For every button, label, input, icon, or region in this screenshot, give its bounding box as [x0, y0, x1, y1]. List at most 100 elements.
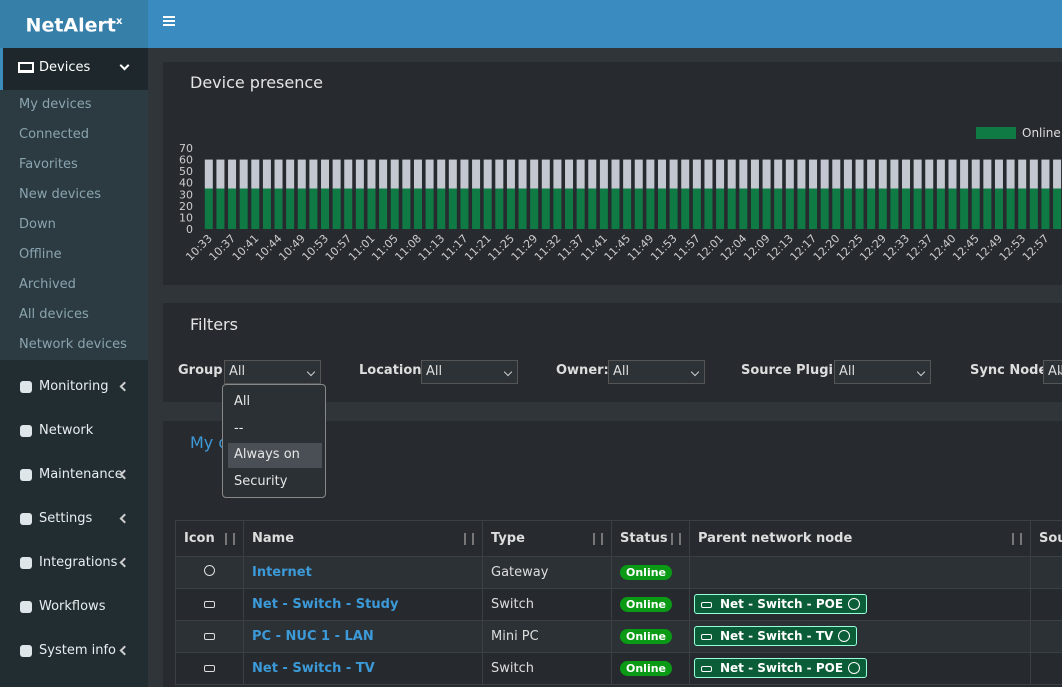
column-header[interactable]: Icon: [175, 520, 244, 557]
column-label: Status: [620, 531, 668, 546]
menu-icon: [20, 513, 32, 525]
logo[interactable]: NetAlertx: [0, 0, 148, 48]
column-header[interactable]: Name: [243, 520, 483, 557]
bar: [739, 159, 748, 189]
bar: [739, 188, 748, 229]
submenu-item[interactable]: All devices: [19, 307, 89, 322]
status-cell: Online: [611, 556, 690, 589]
legend-label: Online: [1022, 126, 1061, 140]
dropdown-option[interactable]: --: [234, 420, 244, 436]
bar: [727, 159, 736, 189]
sort-icon: [593, 533, 603, 545]
filter-label: Group:: [178, 363, 228, 378]
y-tick-label: 0: [186, 223, 193, 236]
menu-icon: [20, 469, 32, 481]
submenu-item[interactable]: Favorites: [19, 157, 78, 172]
filter-label: Location:: [359, 363, 427, 378]
device-name[interactable]: Net - Switch - TV: [252, 661, 375, 676]
bar: [809, 159, 818, 189]
plug-icon: [848, 598, 861, 610]
bar: [251, 188, 260, 229]
parent-badge[interactable]: Net - Switch - TV: [694, 626, 858, 646]
bar: [878, 159, 887, 189]
device-name[interactable]: PC - NUC 1 - LAN: [252, 629, 374, 644]
bar: [878, 188, 887, 229]
submenu-item[interactable]: Network devices: [19, 337, 127, 352]
submenu-item[interactable]: Connected: [19, 127, 90, 142]
menu-item[interactable]: Maintenance: [39, 467, 123, 482]
parent-badge[interactable]: Net - Switch - POE: [694, 594, 868, 614]
bar: [472, 159, 481, 189]
filter-select[interactable]: All: [1043, 360, 1062, 384]
menu-label: Devices: [39, 60, 91, 75]
devices-menu[interactable]: Devices: [0, 48, 148, 90]
bar: [530, 159, 539, 189]
bar: [634, 159, 643, 189]
type-cell: Switch: [482, 652, 612, 685]
filter-value: All: [613, 364, 630, 379]
parent-badge[interactable]: Net - Switch - POE: [694, 658, 868, 678]
dropdown-option[interactable]: Always on: [228, 443, 322, 468]
column-label: Source: [1039, 531, 1062, 546]
bar: [495, 159, 504, 189]
sort-icon: [464, 533, 474, 545]
column-header[interactable]: Parent network node: [689, 520, 1031, 557]
device-type: Mini PC: [491, 629, 539, 644]
submenu-item[interactable]: My devices: [19, 97, 92, 112]
bar: [553, 159, 562, 189]
device-name[interactable]: Net - Switch - Study: [252, 597, 399, 612]
column-header[interactable]: Status: [611, 520, 690, 557]
menu-item[interactable]: Monitoring: [39, 379, 109, 394]
bar: [309, 188, 318, 229]
bar: [809, 188, 818, 229]
menu-icon: [20, 381, 32, 393]
bar: [228, 188, 237, 229]
bar: [890, 159, 899, 189]
bar: [797, 188, 806, 229]
bar: [413, 188, 422, 229]
bar: [936, 188, 945, 229]
status-cell: Online: [611, 620, 690, 653]
bar: [611, 188, 620, 229]
bar: [820, 159, 829, 189]
bar: [1018, 188, 1027, 229]
bar: [402, 159, 411, 189]
status-badge: Online: [620, 629, 673, 644]
device-name[interactable]: Internet: [252, 565, 312, 580]
submenu-item[interactable]: New devices: [19, 187, 101, 202]
filter-select[interactable]: All: [224, 360, 321, 384]
menu-item[interactable]: Workflows: [39, 599, 106, 614]
column-label: Parent network node: [698, 531, 853, 546]
bar: [483, 159, 492, 189]
sort-icon: [671, 533, 681, 545]
menu-item[interactable]: Network: [39, 423, 94, 438]
filter-select[interactable]: All: [834, 360, 931, 384]
column-header[interactable]: Source: [1030, 520, 1062, 557]
menu-item[interactable]: Integrations: [39, 555, 118, 570]
column-header[interactable]: Type: [482, 520, 612, 557]
dropdown-option[interactable]: All: [234, 394, 251, 409]
bar: [541, 159, 550, 189]
sort-icon: [225, 533, 235, 545]
menu-icon: [20, 601, 32, 613]
menu-toggle[interactable]: [163, 16, 175, 18]
menu-item[interactable]: System info: [39, 643, 116, 658]
bar: [855, 188, 864, 229]
type-cell: Gateway: [482, 556, 612, 589]
dropdown-option[interactable]: Security: [234, 473, 288, 489]
bar: [355, 159, 364, 189]
filter-select[interactable]: All: [608, 360, 705, 384]
bar: [460, 188, 469, 229]
submenu-item[interactable]: Down: [19, 217, 56, 232]
bar: [1018, 159, 1027, 189]
filter-value: All: [229, 364, 246, 379]
menu-item[interactable]: Settings: [39, 511, 93, 526]
submenu-item[interactable]: Offline: [19, 247, 62, 262]
filter-select[interactable]: All: [421, 360, 518, 384]
chevron: [119, 645, 130, 656]
submenu-item[interactable]: Archived: [19, 277, 76, 292]
chart: 01020304050607010:3310:3710:4110:4410:49…: [179, 126, 1062, 264]
filter-label: Owner:: [556, 363, 609, 378]
column-label: Type: [491, 531, 525, 546]
